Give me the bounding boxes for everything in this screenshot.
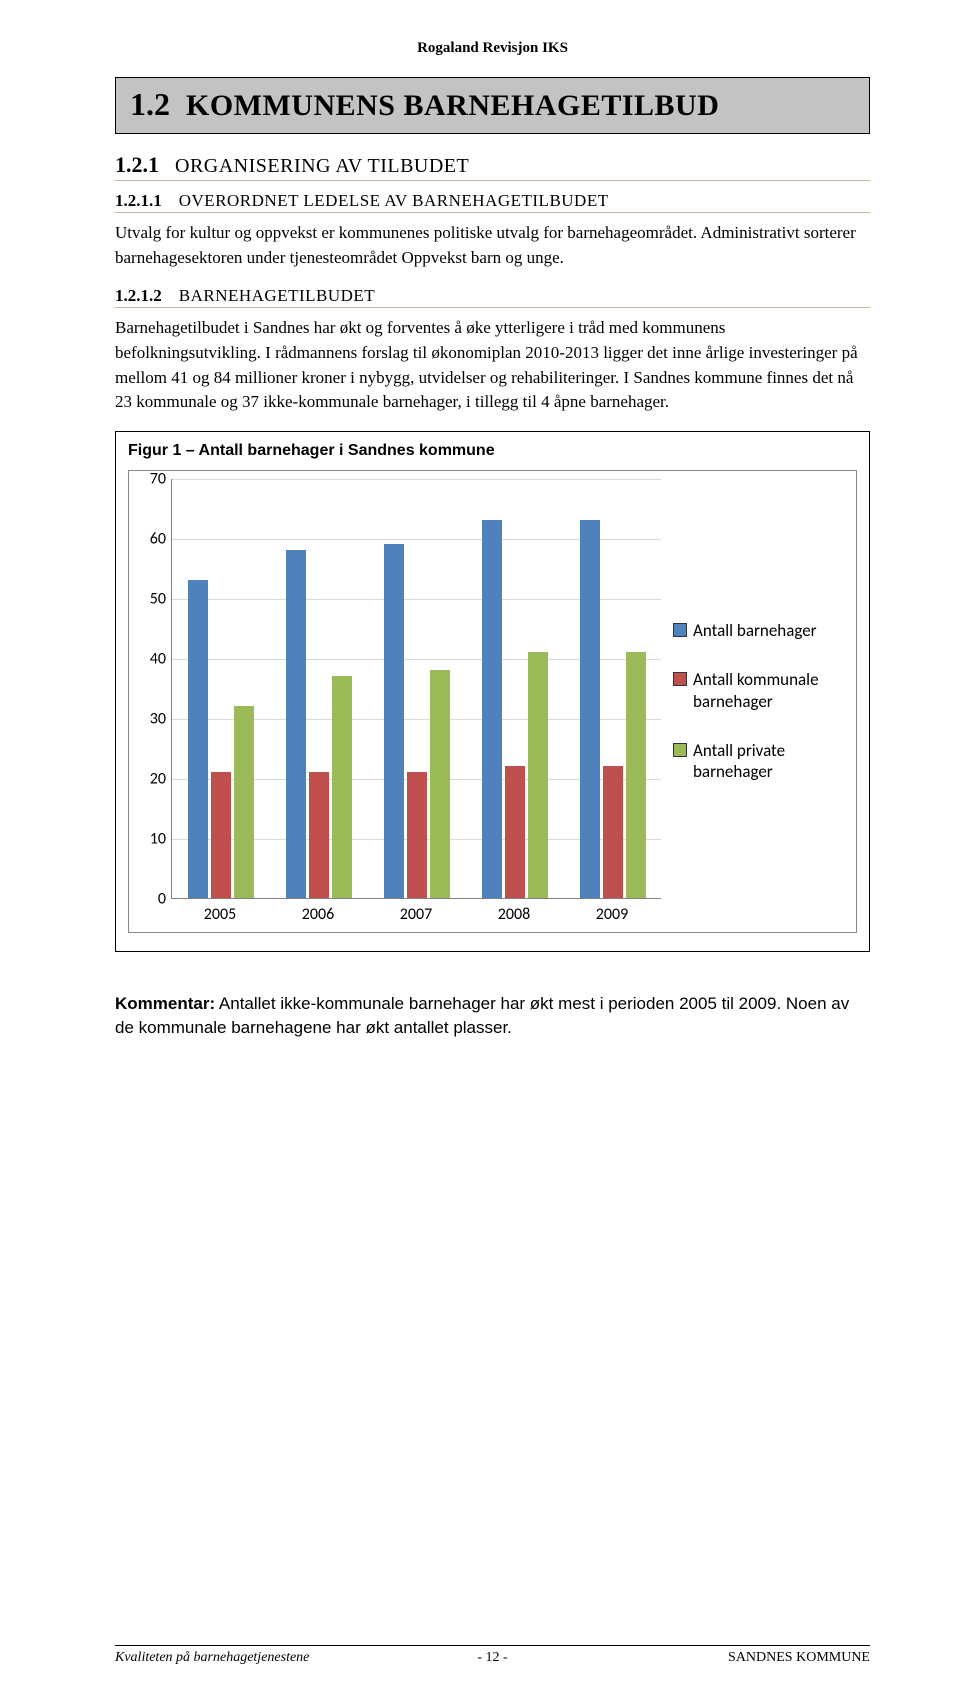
chart-plot-area: 01020304050607020052006200720082009 <box>137 479 661 924</box>
chart-bar <box>528 652 548 898</box>
heading-3b-number: 1.2.1.2 <box>115 286 162 305</box>
footer-right: SANDNES KOMMUNE <box>728 1650 870 1666</box>
chart-bar <box>384 544 404 898</box>
legend-label: Antall private barnehager <box>693 740 848 783</box>
legend-item: Antall private barnehager <box>673 740 848 783</box>
chart-y-tick: 40 <box>150 649 172 668</box>
paragraph-2: Barnehagetilbudet i Sandnes har økt og f… <box>115 316 870 415</box>
chart-bar <box>286 550 306 898</box>
heading-1-text: KOMMUNENS BARNEHAGETILBUD <box>186 89 719 122</box>
legend-label: Antall barnehager <box>693 620 817 641</box>
comment-label: Kommentar: <box>115 994 215 1013</box>
heading-3a-text: OVERORDNET LEDELSE AV BARNEHAGETILBUDET <box>179 191 609 210</box>
comment-text: Antallet ikke-kommunale barnehager har ø… <box>115 994 849 1038</box>
chart-x-label: 2006 <box>269 899 367 924</box>
chart-x-axis: 20052006200720082009 <box>171 899 661 924</box>
footer-left: Kvaliteten på barnehagetjenestene <box>115 1650 309 1666</box>
legend-item: Antall barnehager <box>673 620 848 641</box>
chart-x-label: 2007 <box>367 899 465 924</box>
heading-1-number: 1.2 <box>130 86 170 122</box>
paragraph-1: Utvalg for kultur og oppvekst er kommune… <box>115 221 870 270</box>
chart-y-tick: 70 <box>150 469 172 488</box>
chart-bar <box>188 580 208 898</box>
chart-y-tick: 30 <box>150 709 172 728</box>
chart-x-label: 2008 <box>465 899 563 924</box>
legend-swatch <box>673 623 687 637</box>
chart-bar <box>234 706 254 898</box>
chart-bar <box>309 772 329 898</box>
chart-y-tick: 0 <box>158 889 172 908</box>
chart-bar <box>407 772 427 898</box>
legend-swatch <box>673 743 687 757</box>
figure-1-box: Figur 1 – Antall barnehager i Sandnes ko… <box>115 431 870 952</box>
heading-3a: 1.2.1.1 OVERORDNET LEDELSE AV BARNEHAGET… <box>115 191 870 213</box>
chart-bar <box>482 520 502 898</box>
legend-swatch <box>673 672 687 686</box>
legend-item: Antall kommunale barnehager <box>673 669 848 712</box>
heading-3b: 1.2.1.2 BARNEHAGETILBUDET <box>115 286 870 308</box>
figure-comment: Kommentar: Antallet ikke-kommunale barne… <box>115 992 870 1041</box>
heading-2: 1.2.1 ORGANISERING AV TILBUDET <box>115 152 870 181</box>
chart-bar <box>580 520 600 898</box>
chart-x-label: 2009 <box>563 899 661 924</box>
chart-y-tick: 50 <box>150 589 172 608</box>
chart-y-tick: 20 <box>150 769 172 788</box>
chart-container: 01020304050607020052006200720082009 Anta… <box>128 470 857 933</box>
heading-3a-number: 1.2.1.1 <box>115 191 162 210</box>
chart-plot: 010203040506070 <box>171 479 661 899</box>
chart-bar <box>211 772 231 898</box>
page-footer: Kvaliteten på barnehagetjenestene - 12 -… <box>115 1645 870 1666</box>
chart-bar <box>626 652 646 898</box>
heading-2-number: 1.2.1 <box>115 152 159 177</box>
chart-bar <box>430 670 450 898</box>
chart-x-label: 2005 <box>171 899 269 924</box>
chart-y-tick: 60 <box>150 529 172 548</box>
chart-bar <box>603 766 623 898</box>
figure-1-caption: Figur 1 – Antall barnehager i Sandnes ko… <box>128 442 857 460</box>
chart-bar <box>505 766 525 898</box>
chart-gridline <box>172 479 661 480</box>
heading-1-banner: 1.2 KOMMUNENS BARNEHAGETILBUD <box>115 77 870 134</box>
header-org: Rogaland Revisjon IKS <box>115 40 870 57</box>
heading-2-text: ORGANISERING AV TILBUDET <box>175 155 469 177</box>
chart-y-tick: 10 <box>150 829 172 848</box>
chart-legend: Antall barnehager Antall kommunale barneh… <box>673 479 848 924</box>
page: Rogaland Revisjon IKS 1.2 KOMMUNENS BARN… <box>0 0 960 1688</box>
chart-bar <box>332 676 352 898</box>
legend-label: Antall kommunale barnehager <box>693 669 848 712</box>
heading-3b-text: BARNEHAGETILBUDET <box>179 286 375 305</box>
